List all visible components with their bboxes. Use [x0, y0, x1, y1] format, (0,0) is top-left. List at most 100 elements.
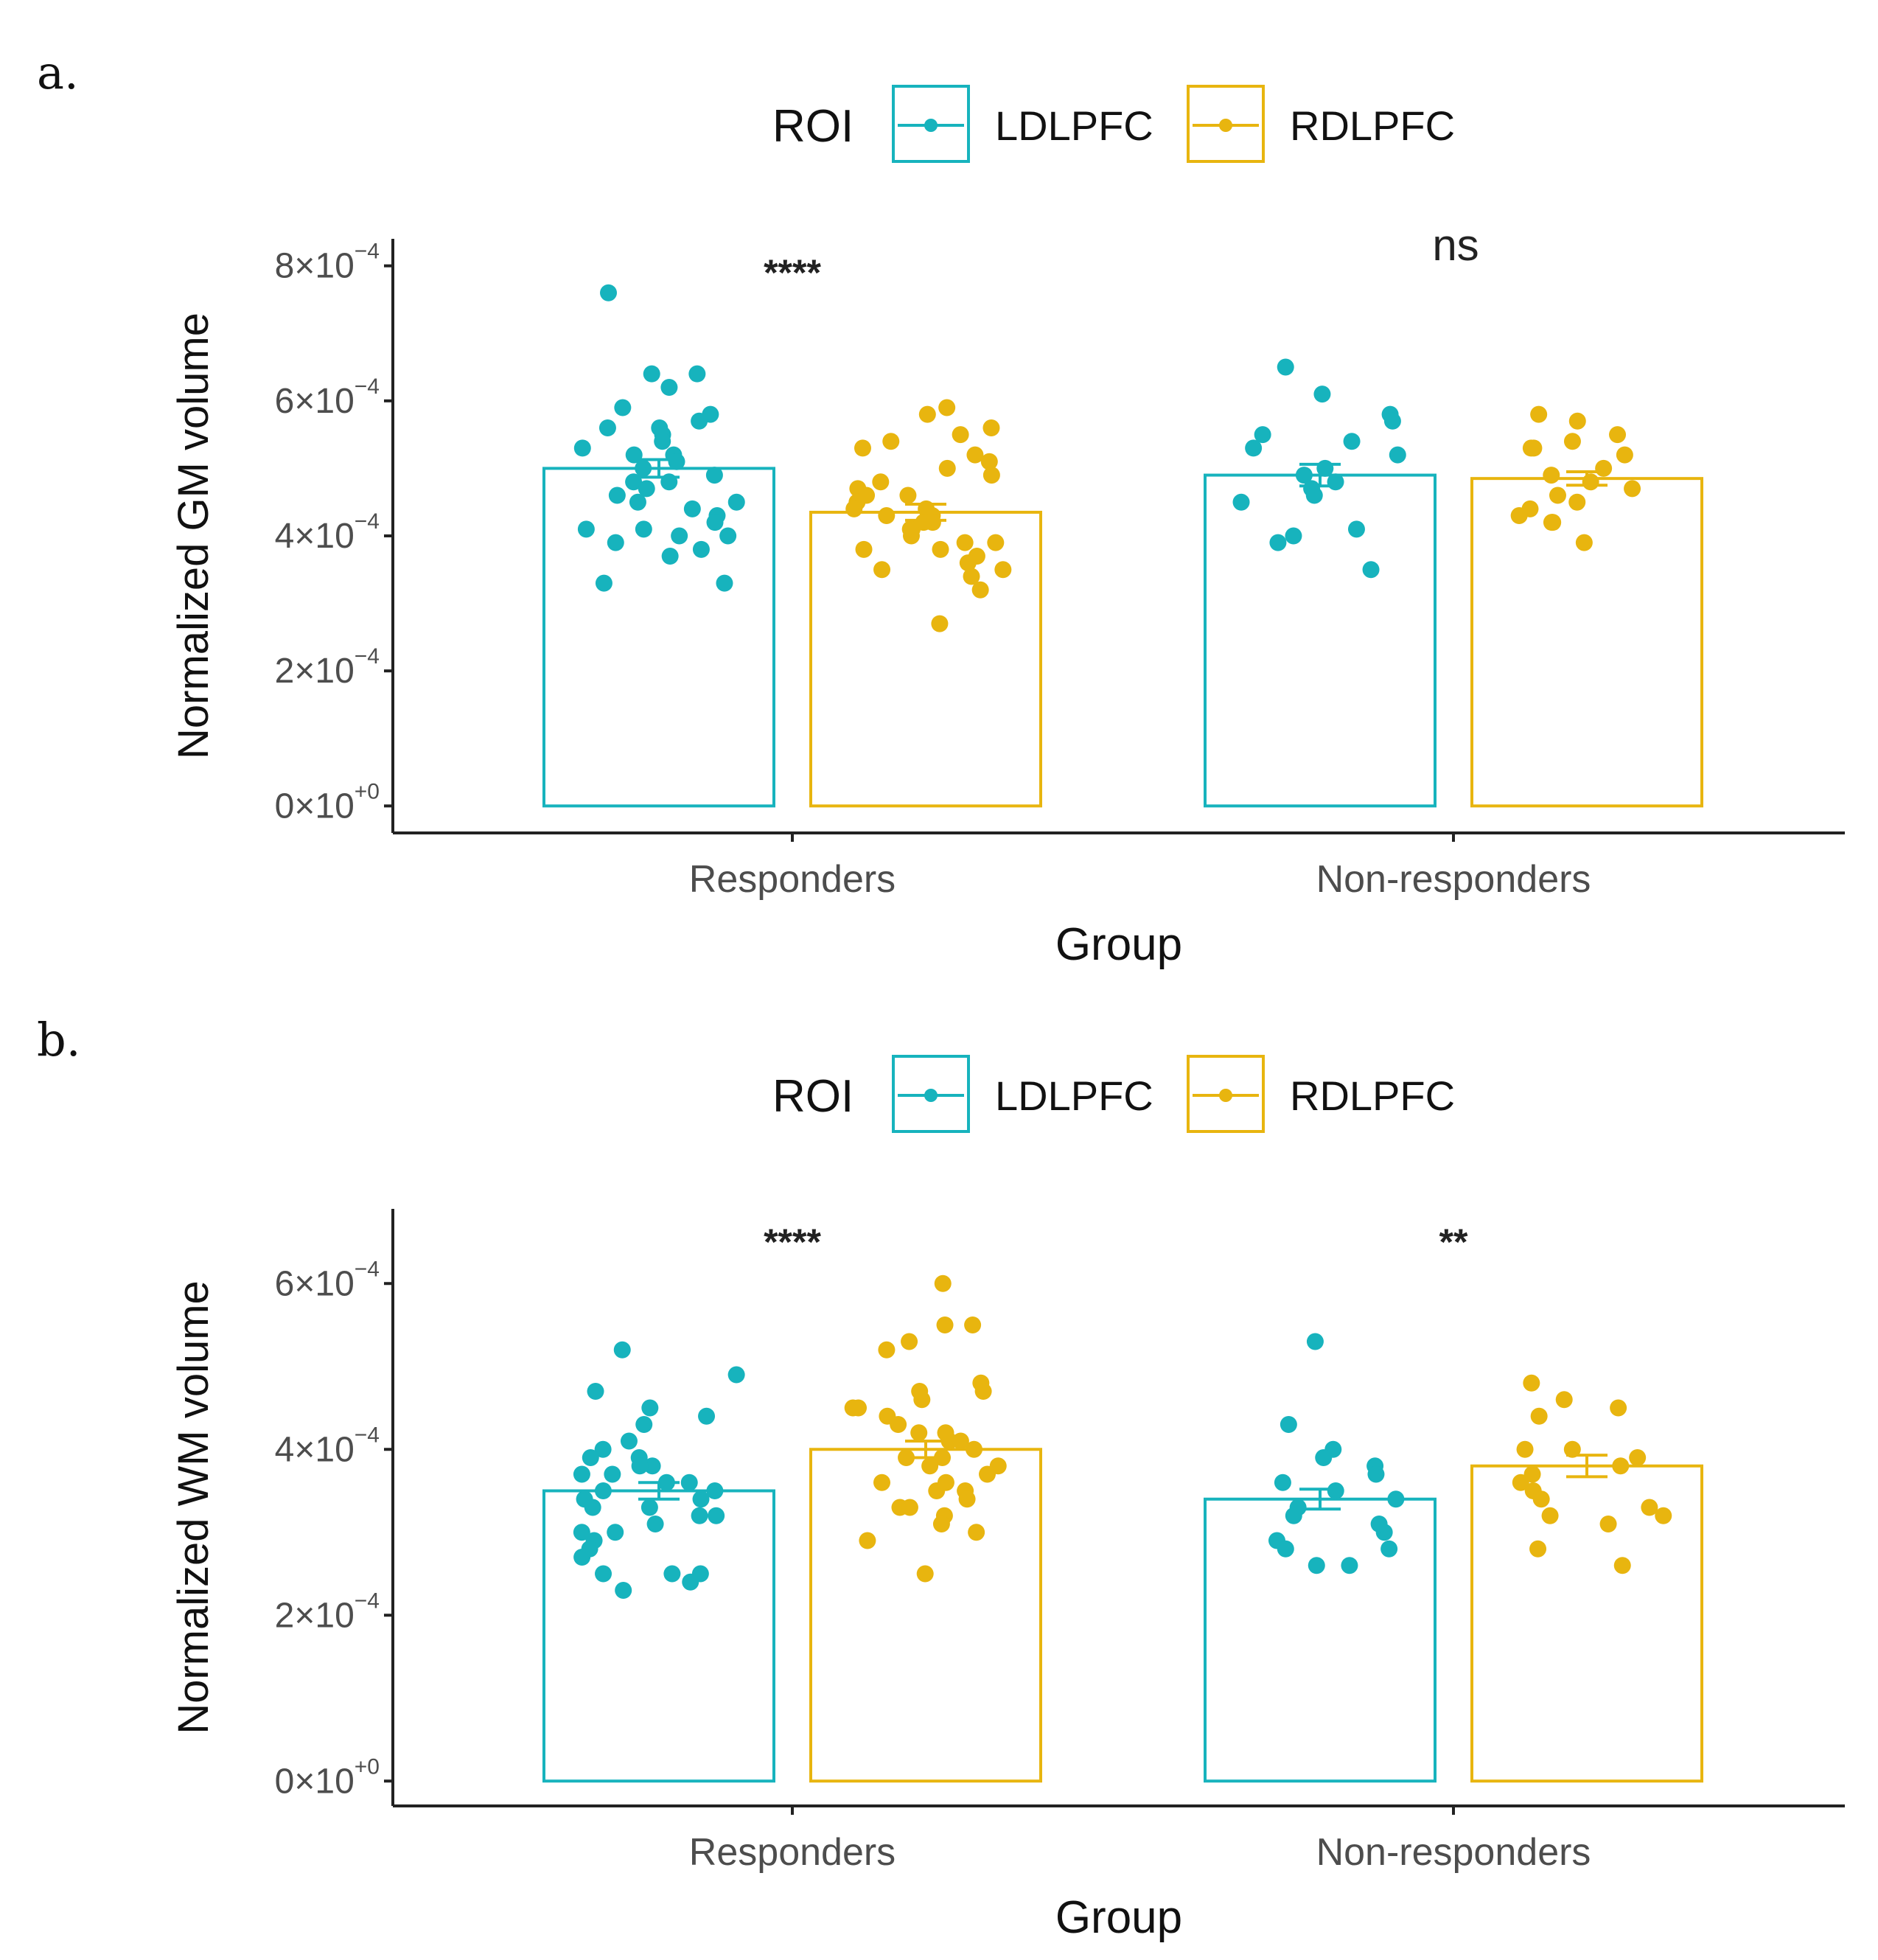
y-tick: 6×10−4 — [275, 1257, 393, 1303]
data-point — [1532, 1490, 1550, 1508]
data-point — [1306, 1333, 1324, 1350]
data-point — [1525, 439, 1543, 457]
data-point — [1285, 1507, 1302, 1524]
data-point — [1575, 534, 1593, 551]
data-point — [1543, 467, 1560, 484]
data-point — [607, 534, 624, 551]
bar-rdlpfc-1 — [809, 510, 1042, 808]
data-point — [613, 1341, 631, 1359]
data-point — [706, 514, 724, 531]
data-point — [573, 1549, 591, 1566]
data-point — [910, 1424, 928, 1442]
legend-label: RDLPFC — [1290, 102, 1455, 149]
data-point — [968, 1524, 985, 1541]
data-point — [878, 507, 896, 525]
data-point — [1555, 1391, 1573, 1409]
data-point — [966, 1440, 983, 1458]
data-point — [635, 520, 652, 538]
data-point — [654, 433, 671, 450]
panel-label: b. — [37, 1013, 80, 1067]
data-point — [1277, 358, 1294, 376]
data-point — [936, 1316, 954, 1333]
y-tick: 0×10+0 — [275, 1754, 393, 1801]
data-point — [916, 1565, 934, 1583]
data-point — [1305, 486, 1323, 504]
data-point — [688, 365, 706, 383]
data-point — [1316, 459, 1334, 477]
data-point — [1285, 527, 1302, 545]
data-point — [959, 554, 977, 572]
data-point — [607, 1524, 624, 1541]
data-point — [573, 1524, 590, 1541]
data-point — [573, 439, 591, 457]
data-point — [595, 574, 612, 592]
data-point — [873, 561, 891, 579]
data-point — [1245, 439, 1263, 457]
data-point — [716, 574, 733, 592]
chart-panel-1: a. ROI LDLPFC RDLPFC 0×10+0 2×10−4 4×10−4 6×10−… — [37, 46, 1845, 970]
data-point — [915, 514, 932, 531]
data-point — [640, 1499, 658, 1516]
data-point — [901, 1499, 918, 1516]
data-point — [643, 1457, 661, 1475]
data-point — [1232, 493, 1250, 511]
data-point — [932, 540, 949, 558]
data-point — [966, 446, 984, 464]
data-point — [859, 1532, 876, 1549]
data-point — [657, 1474, 675, 1491]
data-point — [708, 1507, 725, 1524]
data-point — [1568, 412, 1586, 430]
legend-key-rdlpfc: RDLPFC — [1187, 85, 1455, 163]
data-point — [855, 540, 873, 558]
y-axis-title: Normalized GM volume — [170, 313, 217, 759]
data-point — [1541, 1507, 1559, 1524]
data-point — [1315, 1449, 1333, 1466]
bar-ldlpfc-2 — [1204, 473, 1437, 808]
data-point — [872, 473, 890, 491]
data-point — [1347, 520, 1365, 538]
data-point — [1609, 426, 1627, 444]
data-point — [1313, 386, 1331, 403]
significance-label: **** — [764, 252, 821, 293]
data-point — [719, 527, 737, 545]
data-point — [937, 1474, 954, 1491]
x-tick-label: Responders — [689, 858, 896, 901]
data-point — [1269, 534, 1287, 551]
data-point — [921, 1457, 939, 1475]
data-point — [660, 379, 678, 396]
data-point — [692, 1490, 710, 1508]
data-point — [1510, 507, 1528, 525]
legend-label: LDLPFC — [995, 1073, 1153, 1119]
data-point — [982, 467, 1000, 484]
data-point — [1389, 446, 1406, 464]
legend-key-point — [924, 119, 938, 132]
data-point — [1523, 1374, 1540, 1392]
data-point — [671, 527, 688, 545]
x-tick-label: Responders — [689, 1831, 896, 1874]
data-point — [898, 1449, 915, 1466]
data-point — [938, 459, 956, 477]
data-point — [879, 1407, 896, 1425]
x-axis-title: Group — [1055, 919, 1182, 970]
data-point — [635, 459, 652, 477]
data-point — [854, 439, 871, 457]
data-point — [952, 1432, 969, 1450]
data-point — [1530, 1407, 1548, 1425]
data-point — [934, 1449, 952, 1466]
y-tick-label: 4×10−4 — [275, 509, 380, 556]
data-point — [691, 1507, 708, 1524]
data-point — [1616, 446, 1633, 464]
y-tick: 6×10−4 — [275, 374, 393, 421]
data-point — [1380, 1540, 1398, 1558]
data-point — [620, 1432, 638, 1450]
data-point — [956, 534, 974, 551]
y-tick: 8×10−4 — [275, 240, 393, 286]
data-point — [979, 1465, 996, 1483]
data-point — [1624, 480, 1641, 498]
data-point — [1612, 1457, 1630, 1475]
legend-key-rdlpfc: RDLPFC — [1187, 1055, 1455, 1133]
data-point — [963, 568, 980, 585]
y-tick-label: 0×10+0 — [275, 1754, 380, 1801]
y-tick: 4×10−4 — [275, 509, 393, 556]
data-point — [952, 426, 969, 444]
